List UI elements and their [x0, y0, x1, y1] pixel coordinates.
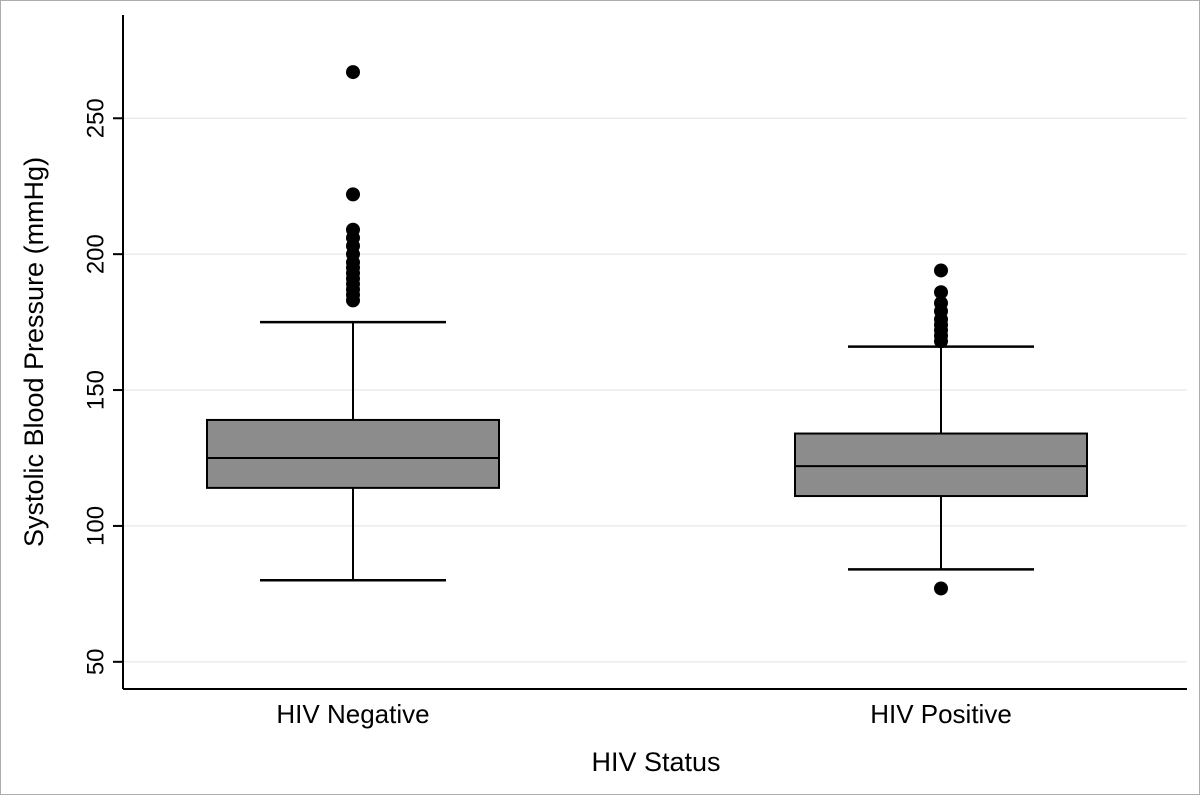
outlier-point-hiv-positive — [934, 285, 948, 300]
y-axis-title: Systolic Blood Pressure (mmHg) — [19, 157, 49, 547]
y-tick-label: 200 — [82, 234, 109, 274]
outlier-point-hiv-negative — [346, 65, 360, 80]
outlier-point-hiv-negative — [346, 222, 360, 237]
box-hiv-negative — [206, 418, 500, 489]
outlier-point-hiv-positive — [934, 263, 948, 278]
chart-layer: 50 100 150 200 250 — [82, 15, 1187, 690]
outlier-point-hiv-positive — [934, 581, 948, 596]
y-tick-label: 150 — [82, 370, 109, 410]
outlier-point-hiv-negative — [346, 187, 360, 202]
x-tick-label-hiv-negative: HIV Negative — [276, 699, 429, 729]
y-tick-label: 50 — [82, 648, 109, 675]
box-hiv-positive — [794, 432, 1088, 498]
y-tick-label: 100 — [82, 506, 109, 546]
x-tick-label-hiv-positive: HIV Positive — [870, 699, 1012, 729]
y-tick-label: 250 — [82, 98, 109, 138]
outlier-point-hiv-positive — [934, 296, 948, 311]
x-axis-title: HIV Status — [591, 747, 720, 777]
